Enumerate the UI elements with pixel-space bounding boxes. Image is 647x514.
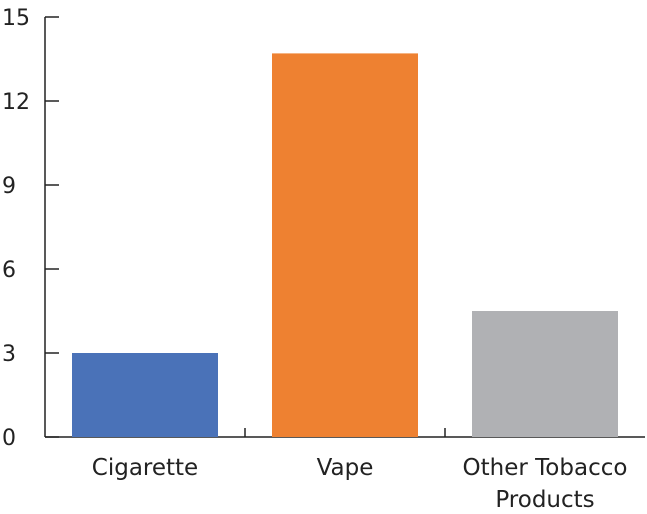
x-tick-label-line: Products <box>495 487 594 513</box>
x-tick-label-line: Other Tobacco <box>463 455 628 481</box>
x-tick-label: Vape <box>317 455 374 481</box>
y-tick-label: 12 <box>2 90 30 115</box>
bars <box>72 53 618 438</box>
bar <box>472 311 618 437</box>
y-tick-label: 0 <box>2 426 16 451</box>
y-tick-label: 15 <box>2 6 30 31</box>
y-axis: 0 3 6 9 12 15 <box>2 6 59 451</box>
y-tick-label: 9 <box>2 174 16 199</box>
y-tick-label: 6 <box>2 258 16 283</box>
x-tick-label-line: Vape <box>317 455 374 481</box>
x-tick-label: Cigarette <box>92 455 198 481</box>
y-tick-label: 3 <box>2 342 16 367</box>
x-tick-label: Other Tobacco Products <box>463 455 628 513</box>
bar <box>72 353 218 437</box>
x-tick-label-line: Cigarette <box>92 455 198 481</box>
x-tick-labels: Cigarette Vape Other Tobacco Products <box>92 455 628 513</box>
bar <box>272 53 418 438</box>
